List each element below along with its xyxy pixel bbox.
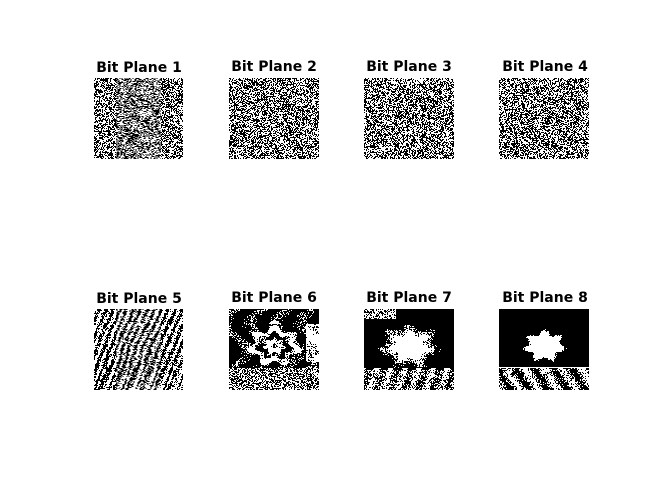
bit-plane-image (229, 78, 319, 159)
bit-plane-image (364, 78, 454, 159)
panel-bit-plane-3: Bit Plane 3 (364, 59, 454, 159)
panel-bit-plane-2: Bit Plane 2 (229, 59, 319, 159)
bit-plane-pixels (499, 309, 589, 390)
panel-bit-plane-8: Bit Plane 8 (499, 290, 589, 390)
panel-title: Bit Plane 2 (231, 59, 317, 75)
panel-bit-plane-6: Bit Plane 6 (229, 290, 319, 390)
bit-plane-image (364, 309, 454, 390)
panel-title: Bit Plane 1 (96, 60, 182, 76)
bit-plane-pixels (499, 78, 589, 159)
panel-title: Bit Plane 4 (502, 59, 588, 75)
bit-plane-pixels (364, 78, 454, 159)
bit-plane-pixels (94, 78, 183, 159)
panel-bit-plane-5: Bit Plane 5 (94, 291, 183, 390)
bit-plane-image (94, 309, 183, 390)
bit-plane-image (94, 78, 183, 159)
bit-plane-pixels (229, 309, 319, 390)
bit-plane-image (229, 309, 319, 390)
bit-plane-pixels (364, 309, 454, 390)
bit-plane-pixels (229, 78, 319, 159)
bit-plane-image (499, 78, 589, 159)
panel-title: Bit Plane 6 (231, 290, 317, 306)
panel-title: Bit Plane 8 (502, 290, 588, 306)
bit-plane-pixels (94, 309, 183, 390)
panel-title: Bit Plane 5 (96, 291, 182, 307)
panel-bit-plane-4: Bit Plane 4 (499, 59, 589, 159)
panel-title: Bit Plane 7 (366, 290, 452, 306)
panel-bit-plane-7: Bit Plane 7 (364, 290, 454, 390)
bit-plane-image (499, 309, 589, 390)
panel-bit-plane-1: Bit Plane 1 (94, 60, 183, 159)
panel-title: Bit Plane 3 (366, 59, 452, 75)
